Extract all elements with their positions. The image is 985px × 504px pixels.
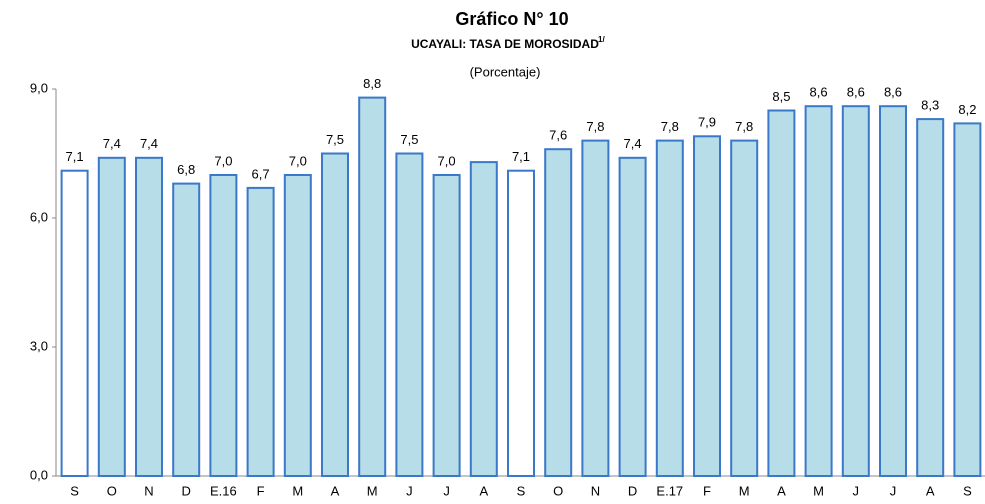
x-tick-label: N [144, 483, 153, 498]
bar [209, 174, 238, 477]
value-label: 7,8 [586, 119, 604, 134]
value-label: 8,8 [363, 76, 381, 91]
bar [432, 174, 461, 477]
y-tick-label: 0,0 [30, 467, 48, 482]
x-tick-label: D [628, 483, 637, 498]
x-tick-label: O [553, 483, 563, 498]
bar [804, 105, 833, 477]
value-label: 7,6 [549, 128, 567, 143]
value-label: 7,4 [140, 136, 158, 151]
x-tick-label: A [479, 483, 488, 498]
x-tick-label: M [739, 483, 750, 498]
value-label: 7,0 [289, 153, 307, 168]
x-tick-label: J [890, 483, 897, 498]
y-tick-label: 6,0 [30, 209, 48, 224]
value-label: 8,6 [884, 85, 902, 100]
value-label: 8,2 [958, 102, 976, 117]
value-label: 7,1 [66, 149, 84, 164]
bar [60, 169, 89, 477]
x-tick-label: S [517, 483, 526, 498]
value-label: 7,5 [326, 132, 344, 147]
bar [469, 161, 498, 477]
chart-subtitle: UCAYALI: TASA DE MOROSIDAD [411, 37, 599, 51]
bar [135, 156, 163, 478]
x-tick-label: A [926, 483, 935, 498]
value-label: 7,1 [512, 149, 530, 164]
x-tick-label: E.17 [656, 483, 683, 498]
value-label: 7,0 [214, 153, 232, 168]
bar [693, 135, 721, 478]
x-tick-label: S [70, 483, 79, 498]
bar [767, 109, 796, 477]
bar [916, 118, 945, 477]
value-label: 6,7 [252, 166, 270, 181]
units: (Porcentaje) [470, 64, 541, 79]
value-label: 7,0 [438, 153, 456, 168]
bar [544, 148, 573, 477]
bar [283, 174, 312, 477]
bar [953, 122, 982, 478]
bar [358, 96, 387, 477]
subtitle-note: 1/ [598, 35, 605, 44]
value-label: 8,5 [772, 89, 790, 104]
value-label: 8,6 [810, 85, 828, 100]
x-tick-label: F [703, 483, 711, 498]
y-tick-label: 9,0 [30, 80, 48, 95]
x-tick-label: M [292, 483, 303, 498]
value-label: 7,9 [698, 115, 716, 130]
x-tick-label: O [107, 483, 117, 498]
x-tick-label: A [331, 483, 340, 498]
x-tick-label: F [257, 483, 265, 498]
bar [879, 105, 907, 477]
chart-title: Gráfico N° 10 [455, 9, 568, 29]
x-tick-label: J [443, 483, 450, 498]
bar [581, 139, 610, 477]
x-tick-label: M [367, 483, 378, 498]
x-tick-label: E.16 [210, 483, 237, 498]
value-label: 7,8 [735, 119, 753, 134]
x-tick-label: D [182, 483, 191, 498]
x-tick-label: J [853, 483, 860, 498]
bar [730, 139, 759, 477]
value-label: 7,4 [624, 136, 642, 151]
x-tick-label: A [777, 483, 786, 498]
x-tick-label: M [813, 483, 824, 498]
bar [655, 139, 684, 477]
bar [841, 105, 870, 477]
value-label: 6,8 [177, 162, 195, 177]
x-tick-label: N [591, 483, 600, 498]
value-label: 8,3 [921, 98, 939, 113]
value-label: 7,4 [103, 136, 121, 151]
bar [97, 156, 126, 478]
y-tick-label: 3,0 [30, 338, 48, 353]
value-label: 7,8 [661, 119, 679, 134]
value-label: 7,5 [400, 132, 418, 147]
bar [321, 152, 349, 477]
bar [246, 186, 275, 477]
x-tick-label: J [406, 483, 413, 498]
bar [507, 169, 535, 477]
value-label: 8,6 [847, 85, 865, 100]
bar [618, 156, 647, 478]
x-tick-label: S [963, 483, 972, 498]
bar [395, 152, 424, 477]
bar [172, 182, 201, 477]
